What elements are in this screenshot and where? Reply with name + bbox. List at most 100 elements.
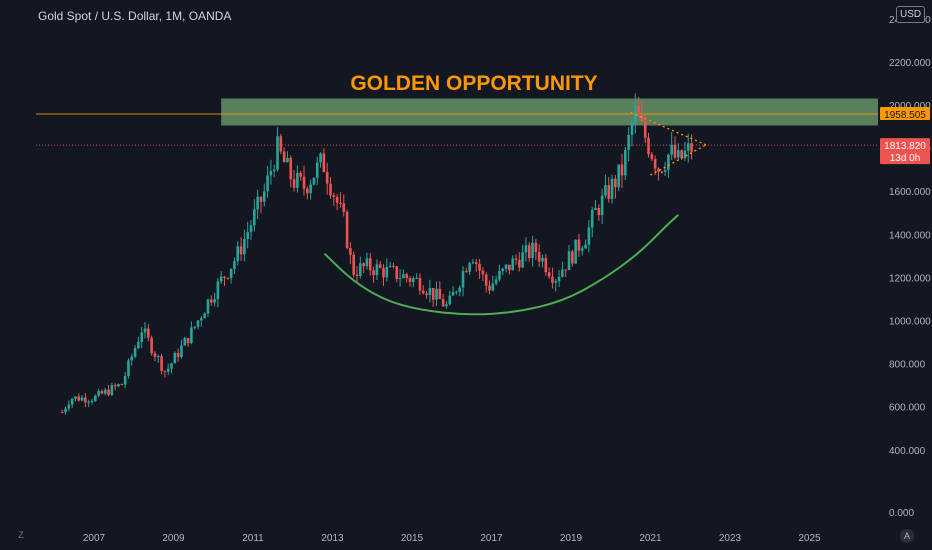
autoscale-button[interactable]: A <box>900 529 914 543</box>
candle <box>246 221 249 249</box>
candle <box>508 264 511 275</box>
candle-body <box>276 136 279 170</box>
candle <box>408 275 412 287</box>
timezone-button[interactable]: Z <box>18 530 24 540</box>
candle <box>421 285 425 295</box>
candle <box>514 254 518 266</box>
candle-body <box>289 157 293 180</box>
candle <box>77 393 81 402</box>
candle <box>481 267 485 282</box>
candle <box>488 280 491 295</box>
candle <box>405 272 408 283</box>
candle <box>236 241 240 266</box>
candle <box>299 170 302 181</box>
candle <box>176 348 180 362</box>
candle <box>133 345 137 359</box>
candle-body <box>368 258 372 271</box>
candle-body <box>590 209 594 228</box>
candle <box>153 350 157 362</box>
candle-body <box>624 149 627 176</box>
candle <box>329 177 332 199</box>
candle <box>266 165 269 198</box>
candle-body <box>521 252 524 268</box>
candle-body <box>226 277 230 279</box>
candle <box>431 287 435 307</box>
candle <box>597 204 601 221</box>
candle-body <box>292 179 296 188</box>
candle <box>617 164 620 192</box>
candle <box>243 229 246 262</box>
candle <box>372 266 375 283</box>
candle-body <box>130 356 134 361</box>
candle-body <box>236 246 240 262</box>
candle <box>253 199 256 232</box>
candle <box>368 253 372 276</box>
resistance-zone <box>221 98 878 126</box>
candle <box>478 259 481 279</box>
candle <box>272 164 276 178</box>
candle-body <box>481 270 485 275</box>
candle <box>465 267 468 273</box>
candle <box>342 194 346 217</box>
candle-body <box>435 288 438 300</box>
candle-body <box>70 398 74 405</box>
candle-body <box>90 401 94 403</box>
candle-body <box>508 264 511 271</box>
candle <box>650 151 654 162</box>
candle-body <box>355 274 359 277</box>
currency-badge[interactable]: USD <box>896 6 926 23</box>
candle <box>663 162 667 177</box>
x-tick-label: 2009 <box>162 533 185 544</box>
candle <box>640 101 644 123</box>
price-label-0: 1958.505 <box>880 106 930 121</box>
candle <box>527 242 531 262</box>
candle <box>229 268 233 284</box>
candle-body <box>213 299 216 303</box>
candle-body <box>123 375 127 385</box>
candle-body <box>425 293 428 296</box>
candle <box>382 264 385 286</box>
candle-body <box>385 266 389 278</box>
candle-body <box>604 185 607 196</box>
candle-body <box>491 283 495 291</box>
candle <box>200 315 203 327</box>
candle-body <box>279 136 283 152</box>
candle <box>441 294 445 307</box>
candle <box>170 362 173 374</box>
candle <box>524 237 528 262</box>
candle-body <box>359 263 362 277</box>
candle-body <box>405 274 408 279</box>
candle <box>216 278 220 308</box>
candle <box>561 261 564 278</box>
y-tick-label: 1200.000 <box>889 273 931 284</box>
y-tick-label: 400.000 <box>889 446 926 457</box>
candle-body <box>352 254 355 275</box>
y-tick-label: 1600.000 <box>889 187 931 198</box>
candle-body <box>584 244 587 249</box>
candle <box>352 251 355 278</box>
candle-body <box>315 162 319 178</box>
candle <box>282 147 286 163</box>
candle <box>547 267 551 279</box>
candle <box>130 353 134 366</box>
candle <box>286 151 289 163</box>
candle-body <box>349 247 352 255</box>
candle <box>385 258 389 282</box>
candle-body <box>640 115 644 122</box>
candle <box>541 254 544 268</box>
candle-body <box>448 295 452 305</box>
candle <box>74 396 77 402</box>
candle-body <box>594 207 597 210</box>
candle-body <box>607 185 611 200</box>
candle <box>501 267 505 276</box>
candle <box>84 392 87 408</box>
candle-body <box>663 169 667 172</box>
candle-body <box>627 134 630 150</box>
candle <box>355 266 359 282</box>
candle <box>183 336 187 346</box>
candle <box>484 272 488 293</box>
candle-body <box>176 352 180 358</box>
candle-body <box>494 279 498 284</box>
candle <box>670 131 673 161</box>
